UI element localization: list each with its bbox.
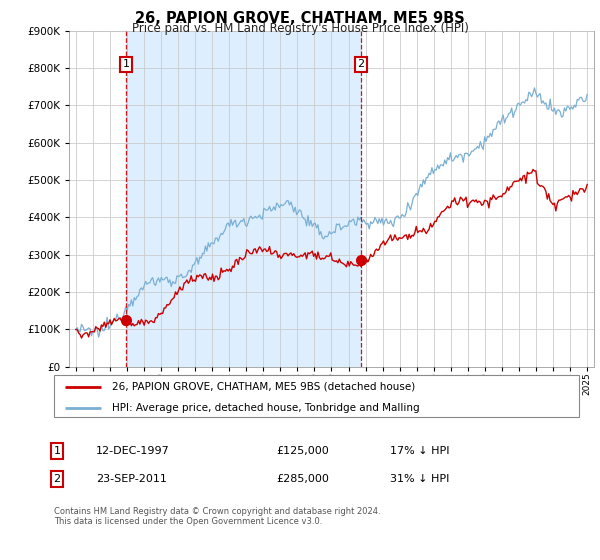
Text: 17% ↓ HPI: 17% ↓ HPI (390, 446, 449, 456)
FancyBboxPatch shape (54, 375, 579, 417)
Text: £125,000: £125,000 (276, 446, 329, 456)
Text: 2: 2 (358, 59, 365, 69)
Text: 2: 2 (53, 474, 61, 484)
Text: HPI: Average price, detached house, Tonbridge and Malling: HPI: Average price, detached house, Tonb… (112, 403, 419, 413)
Text: Price paid vs. HM Land Registry's House Price Index (HPI): Price paid vs. HM Land Registry's House … (131, 22, 469, 35)
Text: 26, PAPION GROVE, CHATHAM, ME5 9BS: 26, PAPION GROVE, CHATHAM, ME5 9BS (135, 11, 465, 26)
Text: 1: 1 (122, 59, 130, 69)
Text: 12-DEC-1997: 12-DEC-1997 (96, 446, 170, 456)
Text: 31% ↓ HPI: 31% ↓ HPI (390, 474, 449, 484)
Text: 23-SEP-2011: 23-SEP-2011 (96, 474, 167, 484)
Text: £285,000: £285,000 (276, 474, 329, 484)
Text: Contains HM Land Registry data © Crown copyright and database right 2024.
This d: Contains HM Land Registry data © Crown c… (54, 507, 380, 526)
Text: 1: 1 (53, 446, 61, 456)
Text: 26, PAPION GROVE, CHATHAM, ME5 9BS (detached house): 26, PAPION GROVE, CHATHAM, ME5 9BS (deta… (112, 382, 415, 392)
Bar (126, 31, 361, 367)
